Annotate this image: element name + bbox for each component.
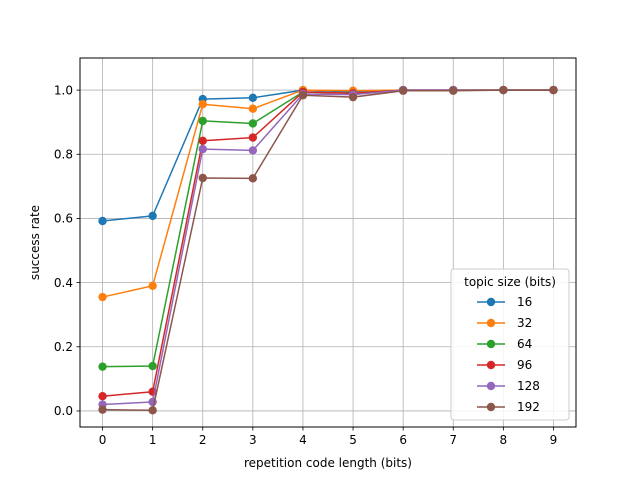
- data-point: [348, 92, 358, 102]
- legend-entry-96: 96: [477, 358, 532, 372]
- legend-label: 64: [517, 337, 532, 351]
- data-point: [98, 405, 107, 414]
- y-tick-label: 0.8: [54, 147, 73, 161]
- data-point: [148, 281, 157, 291]
- data-point: [298, 91, 308, 100]
- data-point: [198, 116, 207, 126]
- series-line: [102, 89, 554, 412]
- data-point: [98, 391, 107, 401]
- data-point: [148, 361, 157, 371]
- legend-swatch-marker: [486, 402, 496, 412]
- legend-swatch-marker: [486, 318, 496, 328]
- data-point: [499, 85, 508, 95]
- series-192: [98, 85, 558, 415]
- x-tick-label: 8: [500, 433, 508, 447]
- legend-entry-192: 192: [477, 400, 540, 414]
- y-tick-label: 0.0: [54, 404, 73, 418]
- x-tick-label: 5: [349, 433, 357, 447]
- legend-label: 128: [517, 379, 540, 393]
- axis-ticks: 0 1 2 3 4 5 6 7 8 9 0.0 0.2 0.4 0.6 0.8 1.0: [54, 83, 557, 447]
- x-tick-label: 4: [299, 433, 307, 447]
- plot-frame: [79, 57, 577, 428]
- legend-swatch-marker: [486, 360, 496, 370]
- x-tick-label: 1: [149, 433, 157, 447]
- y-tick-label: 0.6: [54, 212, 73, 226]
- legend-swatch-marker: [486, 297, 496, 307]
- y-tick-label: 0.4: [54, 276, 73, 290]
- data-point: [248, 104, 258, 113]
- legend-swatch-marker: [486, 381, 496, 391]
- legend-entry-128: 128: [477, 379, 540, 393]
- legend: topic size (bits) 16 32 64 96 128 192: [450, 268, 570, 421]
- x-tick-label: 0: [99, 433, 107, 447]
- data-point: [248, 146, 258, 155]
- legend-label: 96: [517, 358, 532, 372]
- data-point: [98, 216, 107, 226]
- legend-entry-64: 64: [477, 337, 532, 351]
- data-point: [198, 144, 207, 154]
- legend-label: 192: [517, 400, 540, 414]
- data-point: [398, 86, 408, 95]
- legend-title: topic size (bits): [464, 275, 556, 289]
- data-point: [98, 292, 107, 302]
- data-point: [248, 133, 258, 142]
- legend-label: 16: [517, 295, 532, 309]
- legend-box: [450, 268, 570, 421]
- y-axis-label: success rate: [28, 205, 42, 280]
- y-tick-label: 0.2: [54, 340, 73, 354]
- data-point: [248, 93, 258, 102]
- data-point: [98, 362, 107, 371]
- data-series: [98, 85, 558, 415]
- data-point: [198, 136, 207, 145]
- legend-label: 32: [517, 316, 532, 330]
- data-point: [148, 406, 157, 415]
- y-tick-label: 1.0: [54, 83, 73, 97]
- x-tick-label: 3: [249, 433, 257, 447]
- data-point: [549, 85, 558, 95]
- x-tick-label: 2: [199, 433, 207, 447]
- x-tick-label: 6: [399, 433, 407, 447]
- x-tick-label: 9: [550, 433, 558, 447]
- data-point: [198, 173, 207, 183]
- legend-entry-32: 32: [477, 316, 532, 330]
- legend-entry-16: 16: [477, 295, 532, 309]
- data-point: [248, 174, 258, 183]
- x-axis-label: repetition code length (bits): [244, 456, 412, 470]
- data-point: [449, 86, 458, 95]
- data-point: [148, 211, 157, 221]
- x-tick-label: 7: [449, 433, 457, 447]
- data-point: [198, 100, 207, 109]
- legend-swatch-marker: [486, 339, 496, 349]
- data-point: [248, 119, 258, 128]
